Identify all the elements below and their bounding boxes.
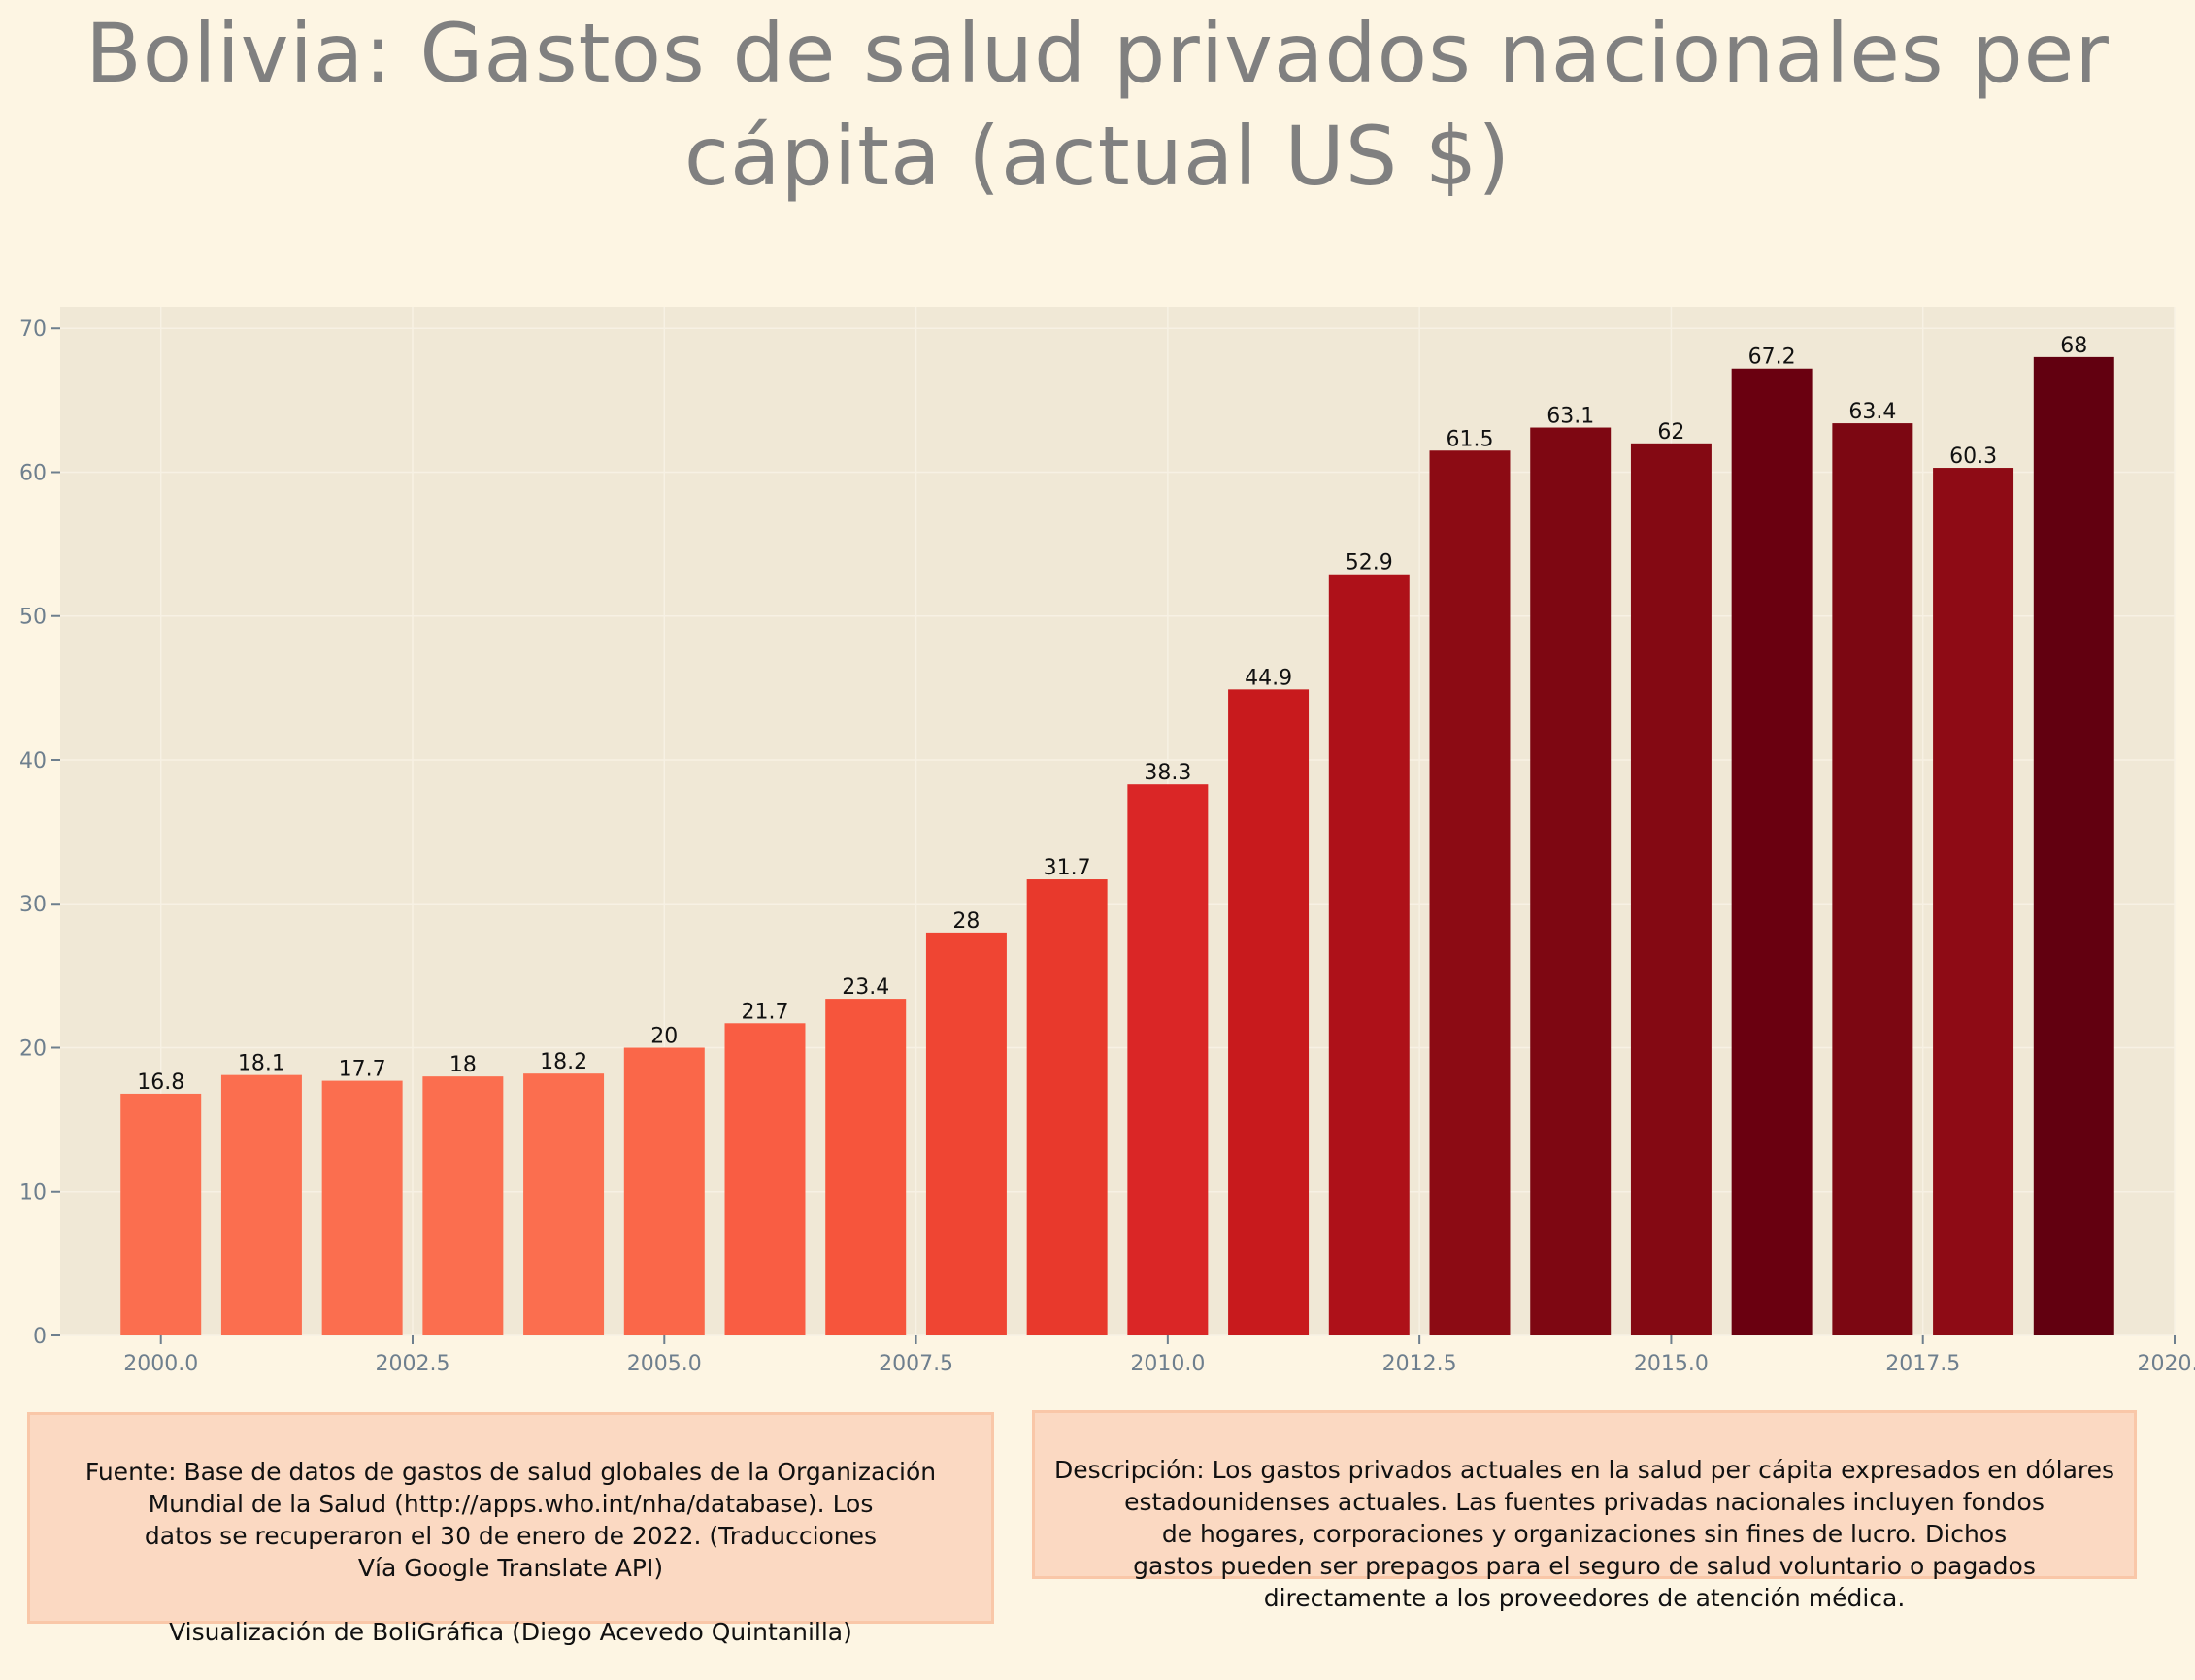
bar-value-label: 18 xyxy=(449,1053,477,1077)
credit-text: Visualización de BoliGráfica (Diego Acev… xyxy=(169,1618,852,1646)
bar xyxy=(825,999,907,1335)
bar-value-label: 18.1 xyxy=(238,1052,285,1076)
source-text: Fuente: Base de datos de gastos de salud… xyxy=(84,1458,937,1582)
bar xyxy=(1630,443,1712,1335)
bar-value-label: 68 xyxy=(2060,334,2087,358)
bar xyxy=(1429,450,1511,1336)
bar xyxy=(321,1080,403,1335)
description-text: Descripción: Los gastos privados actuale… xyxy=(1053,1456,2115,1612)
y-tick-label: 60 xyxy=(19,461,47,485)
bar-value-label: 60.3 xyxy=(1949,445,1997,469)
bar-value-label: 31.7 xyxy=(1044,856,1091,880)
bar xyxy=(1228,689,1310,1335)
y-tick-label: 50 xyxy=(19,606,47,630)
bar xyxy=(120,1093,202,1335)
x-tick-label: 2017.5 xyxy=(1885,1352,1960,1376)
bar xyxy=(925,932,1007,1335)
bar xyxy=(1933,468,2014,1335)
bar-value-label: 67.2 xyxy=(1748,346,1796,370)
source-note: Fuente: Base de datos de gastos de salud… xyxy=(27,1412,994,1646)
x-tick-label: 2007.5 xyxy=(879,1352,953,1376)
bar xyxy=(422,1076,504,1335)
y-tick-label: 70 xyxy=(19,317,47,342)
bar-value-label: 23.4 xyxy=(842,975,889,1000)
bar-value-label: 18.2 xyxy=(540,1050,587,1074)
x-tick-label: 2020.0 xyxy=(2138,1352,2195,1376)
y-tick-label: 40 xyxy=(19,749,47,774)
bar xyxy=(220,1074,302,1335)
bar-chart: 0 10 20 30 40 50 60 70 2000.0 2002.5 2005.0 2007.5 2… xyxy=(19,307,2195,1376)
bar-value-label: 20 xyxy=(650,1024,678,1048)
bar-value-label: 63.1 xyxy=(1546,405,1594,429)
bar-value-labels: 16.8 18.1 17.7 18 18.2 20 21.7 23.4 28 31.7 38.3 44… xyxy=(137,334,2087,1095)
x-tick-label: 2015.0 xyxy=(1634,1352,1709,1376)
bar xyxy=(1026,879,1108,1335)
bar-value-label: 62 xyxy=(1657,420,1684,445)
bar-value-label: 61.5 xyxy=(1447,427,1494,451)
bar-value-label: 17.7 xyxy=(339,1058,386,1082)
x-tick-label: 2005.0 xyxy=(627,1352,702,1376)
bar xyxy=(1328,574,1410,1335)
bar xyxy=(1127,784,1209,1335)
bar-value-label: 21.7 xyxy=(742,1000,789,1024)
bars xyxy=(120,356,2114,1336)
axes: 0 10 20 30 40 50 60 70 2000.0 2002.5 2005.0 2007.5 2… xyxy=(19,317,2195,1376)
x-tick-label: 2002.5 xyxy=(376,1352,450,1376)
bar-value-label: 28 xyxy=(952,909,980,934)
bar xyxy=(1731,368,1813,1335)
bar-value-label: 38.3 xyxy=(1144,761,1191,785)
y-tick-label: 10 xyxy=(19,1181,47,1205)
bar-value-label: 63.4 xyxy=(1848,400,1896,424)
bar-value-label: 44.9 xyxy=(1245,666,1292,690)
bar-value-label: 16.8 xyxy=(137,1071,184,1095)
x-tick-label: 2010.0 xyxy=(1130,1352,1205,1376)
bar-value-label: 52.9 xyxy=(1346,551,1393,576)
bar xyxy=(623,1047,705,1335)
bar xyxy=(523,1073,605,1335)
grid-lines xyxy=(60,307,2176,1336)
y-tick-label: 20 xyxy=(19,1037,47,1061)
x-tick-label: 2012.5 xyxy=(1382,1352,1457,1376)
bar xyxy=(1832,423,1913,1335)
bar xyxy=(724,1023,806,1335)
chart-title: Bolivia: Gastos de salud privados nacion… xyxy=(85,6,2110,204)
y-tick-label: 0 xyxy=(33,1325,47,1349)
y-tick-label: 30 xyxy=(19,893,47,917)
description-note: Descripción: Los gastos privados actuale… xyxy=(1032,1410,2137,1612)
x-tick-label: 2000.0 xyxy=(123,1352,198,1376)
bar xyxy=(1530,427,1612,1335)
bar xyxy=(2033,356,2114,1335)
